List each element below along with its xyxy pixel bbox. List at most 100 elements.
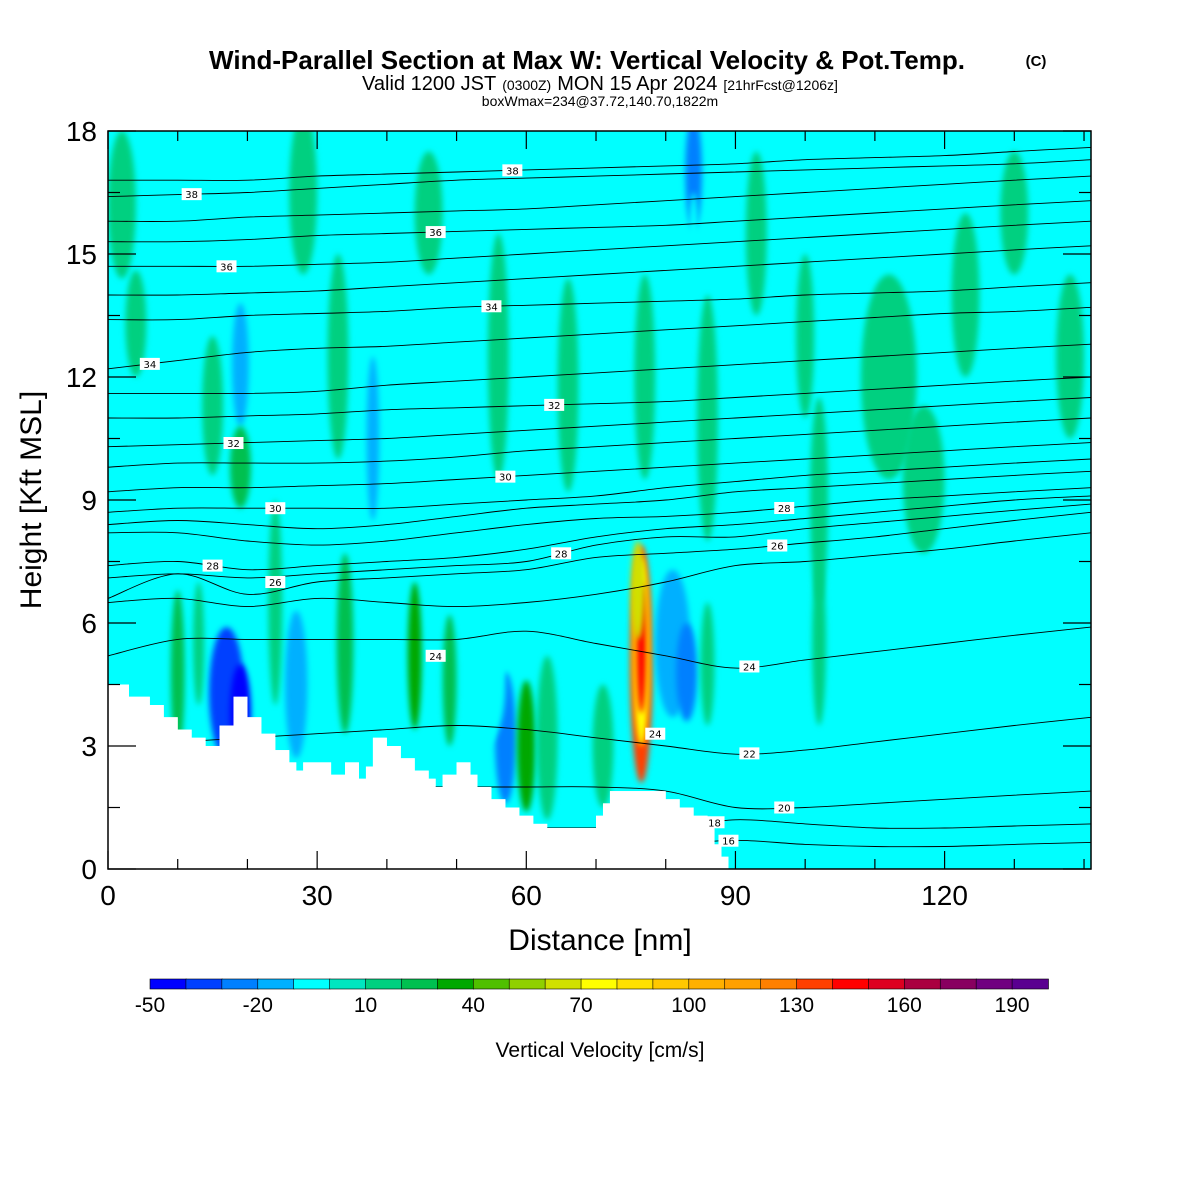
contour-label: 20 xyxy=(774,801,795,815)
colorbar-swatch xyxy=(688,978,726,990)
contour-label-text: 24 xyxy=(743,662,756,673)
contour-label-bg xyxy=(181,188,202,201)
velocity-cell xyxy=(268,500,283,705)
colorbar-swatch xyxy=(185,978,223,990)
contour-label: 36 xyxy=(216,260,237,273)
theta-contour-line xyxy=(108,397,1091,448)
contour-label-text: 24 xyxy=(429,652,442,663)
velocity-cell xyxy=(487,233,509,480)
valid-line: Valid 1200 JST (0300Z) MON 15 Apr 2024 [21h… xyxy=(362,73,838,95)
colorbar: -50 -20 10 40 70 100 130 160 190 xyxy=(135,978,1049,1017)
contour-label-bg xyxy=(425,649,446,662)
colorbar-label: -50 xyxy=(135,994,165,1017)
x-tick-label: 120 xyxy=(921,880,968,911)
contour-label-bg xyxy=(774,501,795,514)
velocity-cell xyxy=(536,655,558,820)
colorbar-swatch xyxy=(329,978,367,990)
colorbar-swatch xyxy=(939,978,977,990)
contour-label-bg xyxy=(704,816,725,829)
contour-label: 28 xyxy=(551,547,572,560)
contour-label: 32 xyxy=(544,398,565,412)
box-wmax: boxWmax=234@37.72,140.70,1822m xyxy=(482,93,718,109)
velocity-cell xyxy=(108,577,136,685)
contour-label-text: 30 xyxy=(499,473,512,484)
contour-label-text: 20 xyxy=(778,804,791,815)
contour-label: 30 xyxy=(495,470,516,484)
contour-label: 28 xyxy=(202,559,223,573)
velocity-cell xyxy=(592,684,614,808)
theta-contour-line xyxy=(108,442,1091,493)
y-tick-label: 18 xyxy=(66,116,97,147)
contour-label-text: 28 xyxy=(555,549,568,560)
contour-label-text: 38 xyxy=(185,190,198,201)
theta-contour-line xyxy=(108,282,1091,321)
contour-label-bg xyxy=(223,437,244,450)
theta-contour-line xyxy=(108,245,1091,296)
contour-label-bg xyxy=(265,576,286,588)
x-tick-label: 0 xyxy=(100,880,116,911)
contour-label: 34 xyxy=(139,357,160,371)
contour-label-text: 32 xyxy=(227,439,240,450)
y-tick-label: 3 xyxy=(81,731,97,762)
contour-label: 30 xyxy=(265,502,286,515)
contour-label-bg xyxy=(425,226,446,239)
contour-label-bg xyxy=(265,502,286,515)
contour-label-text: 22 xyxy=(743,749,756,760)
y-tick-label: 12 xyxy=(66,362,97,393)
contour-label-text: 26 xyxy=(771,542,784,553)
theta-contour-line xyxy=(108,200,1091,243)
terrain-mask-top xyxy=(108,684,729,869)
theta-contour-line xyxy=(108,220,1091,267)
contour-label: 36 xyxy=(425,226,446,239)
colorbar-swatch xyxy=(472,978,510,990)
velocity-cell xyxy=(745,151,767,316)
contour-label: 28 xyxy=(774,501,795,515)
velocity-cell xyxy=(336,553,354,734)
colorbar-swatch xyxy=(149,978,187,990)
colorbar-label: 130 xyxy=(779,994,814,1017)
colorbar-swatch xyxy=(437,978,475,990)
contour-label-bg xyxy=(216,260,237,273)
velocity-cell xyxy=(193,582,205,705)
theta-contour-line xyxy=(108,146,1091,181)
colorbar-swatch xyxy=(401,978,439,990)
y-tick-label: 15 xyxy=(66,239,97,270)
velocity-cell xyxy=(812,561,827,726)
contour-label-text: 28 xyxy=(206,562,219,573)
contour-label: 16 xyxy=(718,834,739,848)
velocity-cell xyxy=(688,192,700,316)
copyright-mark: (C) xyxy=(1026,53,1047,70)
velocity-cell xyxy=(810,397,829,603)
contour-label-text: 30 xyxy=(269,504,282,515)
colorbar-swatch xyxy=(616,978,654,990)
colorbar-label: 160 xyxy=(887,994,922,1017)
forecast-run: [21hrFcst@1206z] xyxy=(723,77,838,93)
contour-label: 38 xyxy=(181,188,202,201)
x-axis-label: Distance [nm] xyxy=(508,924,691,957)
contour-label-bg xyxy=(551,547,572,560)
contour-label-text: 36 xyxy=(220,262,233,273)
velocity-cell xyxy=(285,610,308,759)
colorbar-swatch xyxy=(975,978,1013,990)
contour-label-bg xyxy=(645,727,666,740)
contour-label: 24 xyxy=(645,727,666,741)
x-tick-label: 30 xyxy=(302,880,333,911)
contour-label: 38 xyxy=(502,164,523,177)
theta-contour-line xyxy=(108,626,1091,669)
contour-label-text: 36 xyxy=(429,228,442,239)
contour-label-bg xyxy=(774,801,795,814)
velocity-cell xyxy=(517,680,536,812)
contour-label-bg xyxy=(718,834,739,847)
contour-label: 24 xyxy=(739,660,760,673)
colorbar-swatch xyxy=(760,978,798,990)
velocity-cell xyxy=(125,270,147,378)
contour-label: 24 xyxy=(425,649,446,663)
theta-contour-line xyxy=(108,175,1091,222)
theta-contour-line xyxy=(108,470,1091,530)
colorbar-swatch xyxy=(724,978,762,990)
colorbar-swatch xyxy=(904,978,942,990)
contour-label-bg xyxy=(495,470,516,483)
velocity-cell xyxy=(463,623,506,746)
theta-contour-line xyxy=(108,532,1091,608)
